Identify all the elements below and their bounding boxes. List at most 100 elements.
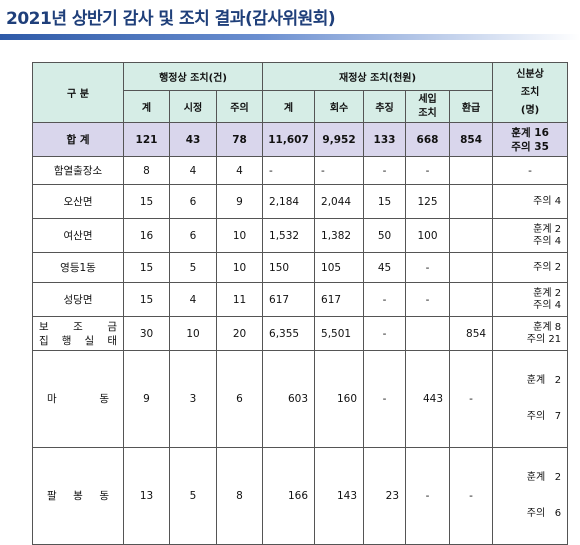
finance-collection: 45 [363,252,407,283]
discipline: 훈계 2 주의 6 [492,447,569,545]
admin-correction: 4 [169,282,217,317]
table-row: 마 동 9 3 6 603 160 - 443 - 훈계 2 주의 7 [32,350,569,448]
table-row: 오산면 15 6 9 2,184 2,044 15 125 주의 4 [32,184,569,219]
table-row: 함열출장소 8 4 4 - - - - - [32,156,569,185]
row-name: 오산면 [32,184,124,219]
finance-revenue: 443 [405,350,451,448]
finance-recovery: 2,044 [314,184,365,219]
admin-total: 30 [123,316,170,351]
finance-total: 150 [262,252,316,283]
row-name-line2: 집 행 실 태 [39,334,117,347]
row-name: 함열출장소 [32,156,124,185]
admin-total: 16 [123,218,170,253]
header-finance-total: 계 [262,90,316,123]
admin-correction: 4 [169,156,217,185]
admin-correction: 6 [169,184,217,219]
discipline: 훈계 8 주의 21 [492,316,569,351]
discipline: 주의 4 [492,184,569,219]
row-name: 여산면 [32,218,124,253]
admin-caution: 9 [215,184,264,219]
total-discipline: 훈계 16 주의 35 [492,122,569,157]
finance-recovery: - [314,156,365,185]
finance-refund: - [449,447,494,545]
finance-recovery: 617 [314,282,365,317]
discipline: 훈계 2 주의 7 [492,350,569,448]
finance-total: 6,355 [262,316,316,351]
total-row: 합 계 121 43 78 11,607 9,952 133 668 854 훈… [32,122,569,157]
admin-caution: 10 [215,218,264,253]
audit-results-table: 구 분 행정상 조치(건) 재정상 조치(천원) 신분상 조치 (명) 계 시정… [32,62,569,545]
admin-caution: 10 [215,252,264,283]
admin-correction: 10 [169,316,217,351]
finance-collection: - [363,316,407,351]
table-row: 여산면 16 6 10 1,532 1,382 50 100 훈계 2 주의 4 [32,218,569,253]
admin-total: 15 [123,252,170,283]
total-discipline-line1: 훈계 16 [511,126,549,139]
total-admin-caution: 78 [215,122,264,157]
discipline-line2: 주의 21 [526,333,562,345]
discipline-line1: 훈계 2 [533,223,562,235]
finance-revenue: - [405,252,451,283]
finance-collection: 23 [363,447,407,545]
header-discipline-line2: 조치 [520,86,540,98]
finance-total: 2,184 [262,184,316,219]
header-admin-total: 계 [123,90,170,123]
discipline: 훈계 2 주의 4 [492,218,569,253]
row-name: 팔 봉 동 [32,447,124,545]
finance-total: 617 [262,282,316,317]
admin-caution: 11 [215,282,264,317]
row-name: 성당면 [32,282,124,317]
table-row: 팔 봉 동 13 5 8 166 143 23 - - 훈계 2 주의 6 [32,447,569,545]
finance-recovery: 5,501 [314,316,365,351]
discipline: 훈계 2 주의 4 [492,282,569,317]
admin-caution: 20 [215,316,264,351]
discipline-line2: 주의 4 [533,299,562,311]
finance-recovery: 105 [314,252,365,283]
finance-recovery: 1,382 [314,218,365,253]
header-finance-revenue: 세입 조치 [405,90,451,123]
header-finance-collection: 추징 [363,90,407,123]
finance-collection: 50 [363,218,407,253]
admin-correction: 5 [169,252,217,283]
header-finance-revenue-line1: 세입 [418,93,437,105]
header-admin-correction: 시정 [169,90,217,123]
admin-caution: 6 [215,350,264,448]
discipline-line2: 주의 6 [526,508,562,519]
header-admin-caution: 주의 [215,90,264,123]
title-underline [0,34,580,40]
row-name: 마 동 [32,350,124,448]
discipline: - [492,156,569,185]
total-finance-sum: 11,607 [262,122,316,157]
table-row: 보 조 금 집 행 실 태 30 10 20 6,355 5,501 - 854… [32,316,569,351]
admin-correction: 6 [169,218,217,253]
page-title: 2021년 상반기 감사 및 조치 결과(감사위원회) [6,9,336,29]
discipline-line2: 주의 7 [526,411,562,422]
finance-revenue: - [405,282,451,317]
finance-refund [449,252,494,283]
row-name: 보 조 금 집 행 실 태 [32,316,124,351]
header-discipline-line1: 신분상 [516,68,544,80]
header-discipline: 신분상 조치 (명) [492,62,569,123]
finance-revenue: 125 [405,184,451,219]
total-finance-revenue: 668 [405,122,451,157]
row-name-line1: 보 조 금 [39,320,117,333]
discipline-line2: 주의 4 [533,235,562,247]
finance-total: 1,532 [262,218,316,253]
finance-revenue: - [405,447,451,545]
discipline-line1: 훈계 8 [533,321,562,333]
row-name: 영등1동 [32,252,124,283]
total-finance-collection: 133 [363,122,407,157]
total-finance-recovery: 9,952 [314,122,365,157]
header-discipline-line3: (명) [520,104,540,116]
finance-refund [449,282,494,317]
finance-revenue: 100 [405,218,451,253]
finance-refund [449,218,494,253]
header-admin-group: 행정상 조치(건) [122,62,264,91]
finance-collection: - [363,156,407,185]
finance-refund [449,184,494,219]
total-label: 합 계 [32,122,124,157]
header-finance-recovery: 회수 [314,90,365,123]
header-category: 구 분 [32,62,124,123]
finance-recovery: 143 [314,447,365,545]
finance-revenue: - [405,156,451,185]
